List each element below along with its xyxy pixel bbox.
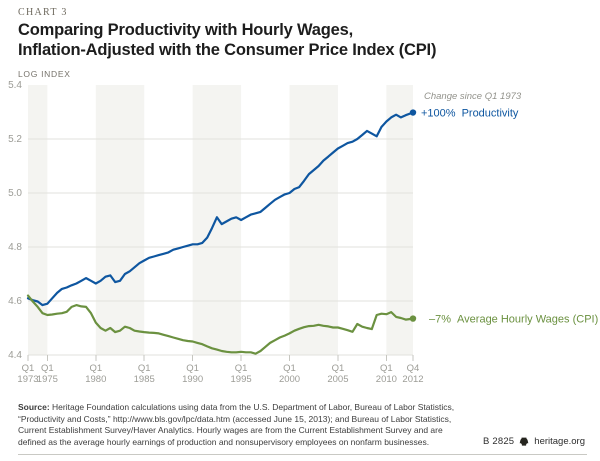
x-axis-tick-quarter: Q1 (89, 363, 102, 374)
x-axis-tick-quarter: Q1 (41, 363, 54, 374)
x-axis-tick-quarter: Q1 (186, 363, 199, 374)
y-axis-tick-label: 4.8 (8, 242, 22, 253)
x-axis-tick-quarter: Q1 (380, 363, 393, 374)
x-axis-tick-year: 2005 (327, 374, 348, 385)
source-line: “Productivity and Costs,” http://www.bls… (18, 413, 452, 424)
change-since-note: Change since Q1 1973 (424, 91, 522, 102)
series-line-productivity (26, 111, 415, 307)
x-axis-tick-year: 1990 (182, 374, 203, 385)
plot-band (28, 85, 48, 355)
y-axis-tick-label: 5.4 (8, 80, 22, 91)
plot-band (386, 85, 413, 355)
bottom-divider (18, 454, 587, 455)
chart-title: Comparing Productivity with Hourly Wages… (18, 21, 436, 60)
source-note: Source: Heritage Foundation calculations… (18, 402, 490, 448)
x-axis-tick-quarter: Q1 (332, 363, 345, 374)
plot-band (95, 85, 145, 355)
plot-band (289, 85, 338, 355)
y-axis-tick-label: 4.6 (8, 296, 22, 307)
x-axis-tick-quarter: Q1 (283, 363, 296, 374)
x-axis-tick-year: 1985 (134, 374, 155, 385)
x-axis-tick-year: 2012 (402, 374, 423, 385)
source-line: Current Establishment Survey/Haver Analy… (18, 425, 443, 436)
source-line: defined as the average hourly earnings o… (18, 436, 430, 447)
x-axis-tick-quarter: Q1 (138, 363, 151, 374)
chart-title-line1: Comparing Productivity with Hourly Wages… (18, 21, 353, 39)
report-code: B 2825 (482, 436, 515, 447)
x-axis-tick-year: 1995 (231, 374, 252, 385)
x-axis-tick-year: 1973 (17, 374, 38, 385)
x-axis-tick-quarter: Q1 (235, 363, 248, 374)
series-label-wages: –7% Average Hourly Wages (CPI) (429, 313, 598, 325)
series-label-productivity: +100% Productivity (421, 107, 519, 119)
series-line-wages (26, 294, 415, 355)
site-link: heritage.org (534, 436, 585, 447)
y-axis-unit-label: LOG INDEX (18, 69, 71, 79)
series-endpoint-wages (409, 315, 417, 322)
chart-number-label: CHART 3 (18, 7, 68, 18)
source-line: Source: Heritage Foundation calculations… (18, 402, 455, 412)
line-chart-canvas: 4.44.64.85.05.25.4Q11973Q11975Q11980Q119… (8, 80, 598, 385)
series-endpoint-productivity (409, 109, 417, 116)
x-axis-tick-quarter: Q1 (22, 363, 35, 374)
x-axis-tick-year: 2000 (279, 374, 300, 385)
y-axis-tick-label: 5.0 (8, 188, 22, 199)
y-axis-tick-label: 4.4 (8, 350, 22, 361)
chart-title-line2: Inflation-Adjusted with the Consumer Pri… (18, 40, 437, 59)
y-axis-tick-label: 5.2 (8, 134, 22, 145)
x-axis-tick-year: 1980 (85, 374, 106, 385)
footer: B 2825 heritage.org (483, 436, 585, 447)
x-axis-tick-quarter: Q4 (407, 363, 420, 374)
x-axis-tick-year: 1975 (37, 374, 58, 385)
x-axis-tick-year: 2010 (376, 374, 397, 385)
source-label: Source: (18, 402, 50, 412)
heritage-bell-icon (519, 437, 529, 446)
